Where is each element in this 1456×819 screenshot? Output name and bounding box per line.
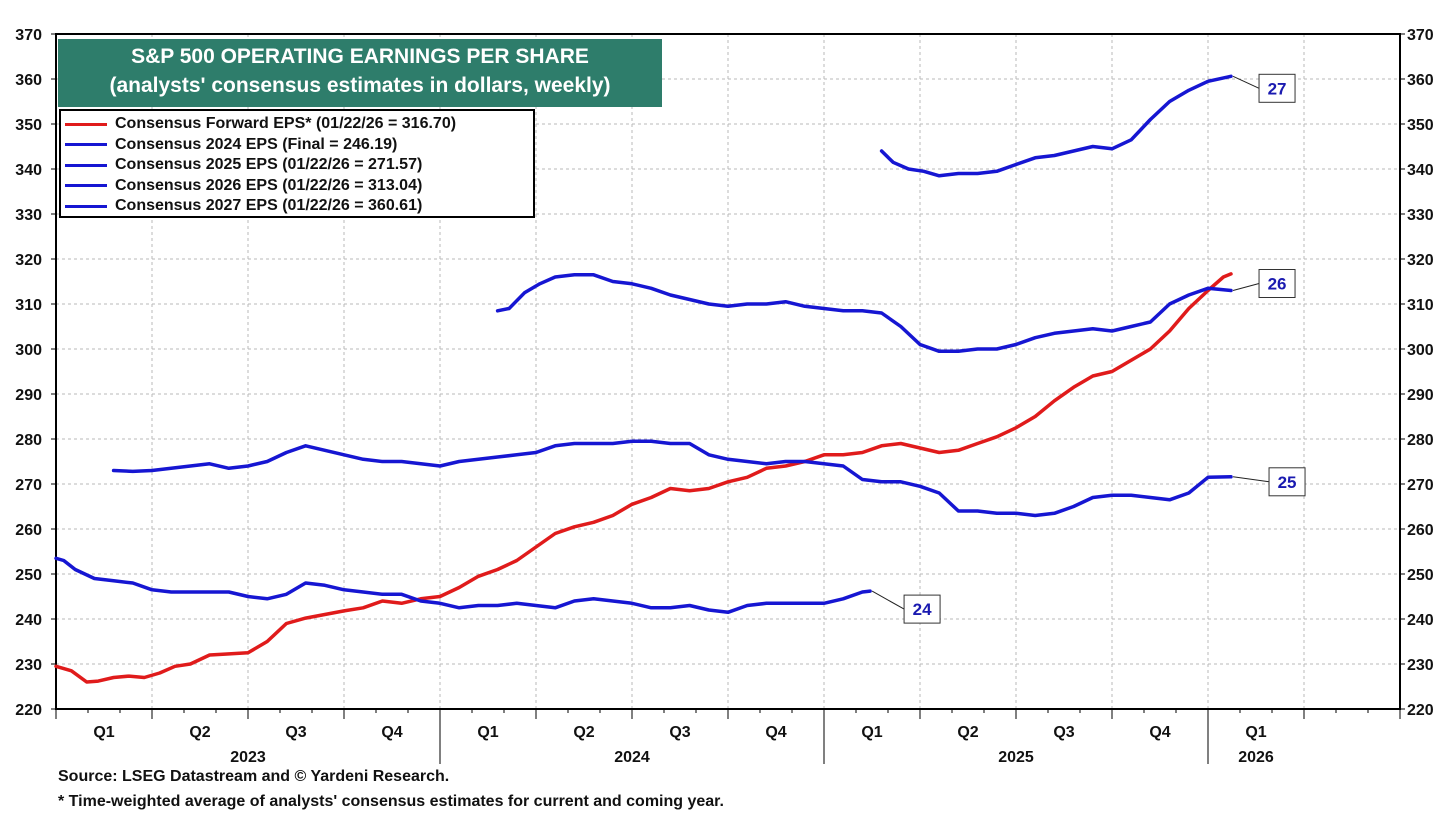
y-tick-label-left: 360 [15,72,42,89]
series-line-1 [54,556,872,615]
quarter-label: Q1 [1245,724,1266,741]
end-label-leader [1232,283,1260,291]
legend-swatch [65,163,107,167]
quarter-label: Q2 [957,724,978,741]
legend-label: Consensus 2024 EPS (Final = 246.19) [115,135,398,153]
y-tick-label-right: 310 [1407,297,1434,314]
chart-subtitle: (analysts' consensus estimates in dollar… [109,74,611,97]
y-tick-label-left: 330 [15,207,42,224]
legend-label: Consensus 2026 EPS (01/22/26 = 313.04) [115,176,423,194]
y-tick-label-left: 260 [15,522,42,539]
legend-swatch [65,122,107,126]
y-tick-label-left: 270 [15,477,42,494]
y-tick-label-right: 280 [1407,432,1434,449]
series-line-2 [111,439,1233,518]
y-tick-label-left: 370 [15,27,42,44]
legend-item-forward: Consensus Forward EPS* (01/22/26 = 316.7… [65,114,533,135]
legend-swatch [65,204,107,208]
y-tick-label-right: 300 [1407,342,1434,359]
legend-swatch [65,184,107,188]
tick-labels: 220 220 230 230 240 240 250 250 260 260 270 270 280 2… [15,27,1434,766]
end-label-leader [871,590,905,610]
y-tick-label-left: 300 [15,342,42,359]
series-end-label: 27 [1268,79,1287,98]
series-line-4 [879,74,1233,178]
quarter-label: Q4 [765,724,786,741]
year-label: 2026 [1238,749,1274,766]
legend: Consensus Forward EPS* (01/22/26 = 316.7… [59,109,535,218]
series-line-0 [54,272,1233,684]
year-label: 2023 [230,749,266,766]
quarter-label: Q3 [669,724,690,741]
end-label-box [1258,269,1296,298]
y-tick-label-right: 370 [1407,27,1434,44]
y-tick-label-right: 230 [1407,657,1434,674]
y-tick-label-right: 320 [1407,252,1434,269]
chart-title-box: S&P 500 OPERATING EARNINGS PER SHARE (an… [58,39,662,107]
y-tick-label-right: 340 [1407,162,1434,179]
legend-label: Consensus Forward EPS* (01/22/26 = 316.7… [115,115,457,133]
quarter-label: Q3 [1053,724,1074,741]
year-label: 2024 [614,749,650,766]
y-tick-label-left: 280 [15,432,42,449]
plot-frame [55,33,1401,710]
y-tick-label-right: 350 [1407,117,1434,134]
end-label-box [1258,73,1296,103]
quarter-label: Q1 [477,724,498,741]
series-end-label: 26 [1268,275,1287,294]
series-lines [54,74,1233,684]
source-note: Source: LSEG Datastream and © Yardeni Re… [58,768,450,785]
y-tick-label-left: 220 [15,702,42,719]
legend-item-2024: Consensus 2024 EPS (Final = 246.19) [65,135,533,156]
quarter-label: Q3 [285,724,306,741]
y-tick-label-left: 320 [15,252,42,269]
y-tick-label-right: 290 [1407,387,1434,404]
y-tick-label-right: 360 [1407,72,1434,89]
y-tick-label-left: 340 [15,162,42,179]
year-label: 2025 [998,749,1034,766]
y-tick-label-left: 290 [15,387,42,404]
y-tick-label-right: 220 [1407,702,1434,719]
legend-swatch [65,143,107,147]
y-tick-label-left: 250 [15,567,42,584]
quarter-label: Q1 [861,724,882,741]
series-line-3 [495,273,1233,354]
legend-item-2026: Consensus 2026 EPS (01/22/26 = 313.04) [65,176,533,197]
y-tick-label-right: 270 [1407,477,1434,494]
end-label-box [1268,467,1306,497]
y-tick-label-left: 230 [15,657,42,674]
quarter-label: Q2 [573,724,594,741]
legend-item-2025: Consensus 2025 EPS (01/22/26 = 271.57) [65,155,533,176]
legend-item-2027: Consensus 2027 EPS (01/22/26 = 360.61) [65,196,533,217]
footnote: * Time-weighted average of analysts' con… [58,793,724,810]
y-tick-label-right: 330 [1407,207,1434,224]
y-tick-label-left: 240 [15,612,42,629]
quarter-label: Q4 [381,724,402,741]
quarter-label: Q2 [189,724,210,741]
y-tick-label-right: 260 [1407,522,1434,539]
axes [51,33,1405,764]
series-end-label: 24 [913,600,932,619]
y-tick-label-right: 250 [1407,567,1434,584]
series-end-label: 25 [1278,473,1297,492]
end-label-leader [1232,75,1260,89]
end-label-leader [1232,476,1270,483]
series-end-labels: 24 25 26 27 [871,73,1306,624]
quarter-label: Q1 [93,724,114,741]
end-label-box [903,594,941,624]
y-tick-label-left: 310 [15,297,42,314]
quarter-label: Q4 [1149,724,1170,741]
legend-label: Consensus 2025 EPS (01/22/26 = 271.57) [115,156,423,174]
chart-title: S&P 500 OPERATING EARNINGS PER SHARE [131,45,589,68]
y-tick-label-right: 240 [1407,612,1434,629]
y-tick-label-left: 350 [15,117,42,134]
legend-label: Consensus 2027 EPS (01/22/26 = 360.61) [115,197,423,215]
